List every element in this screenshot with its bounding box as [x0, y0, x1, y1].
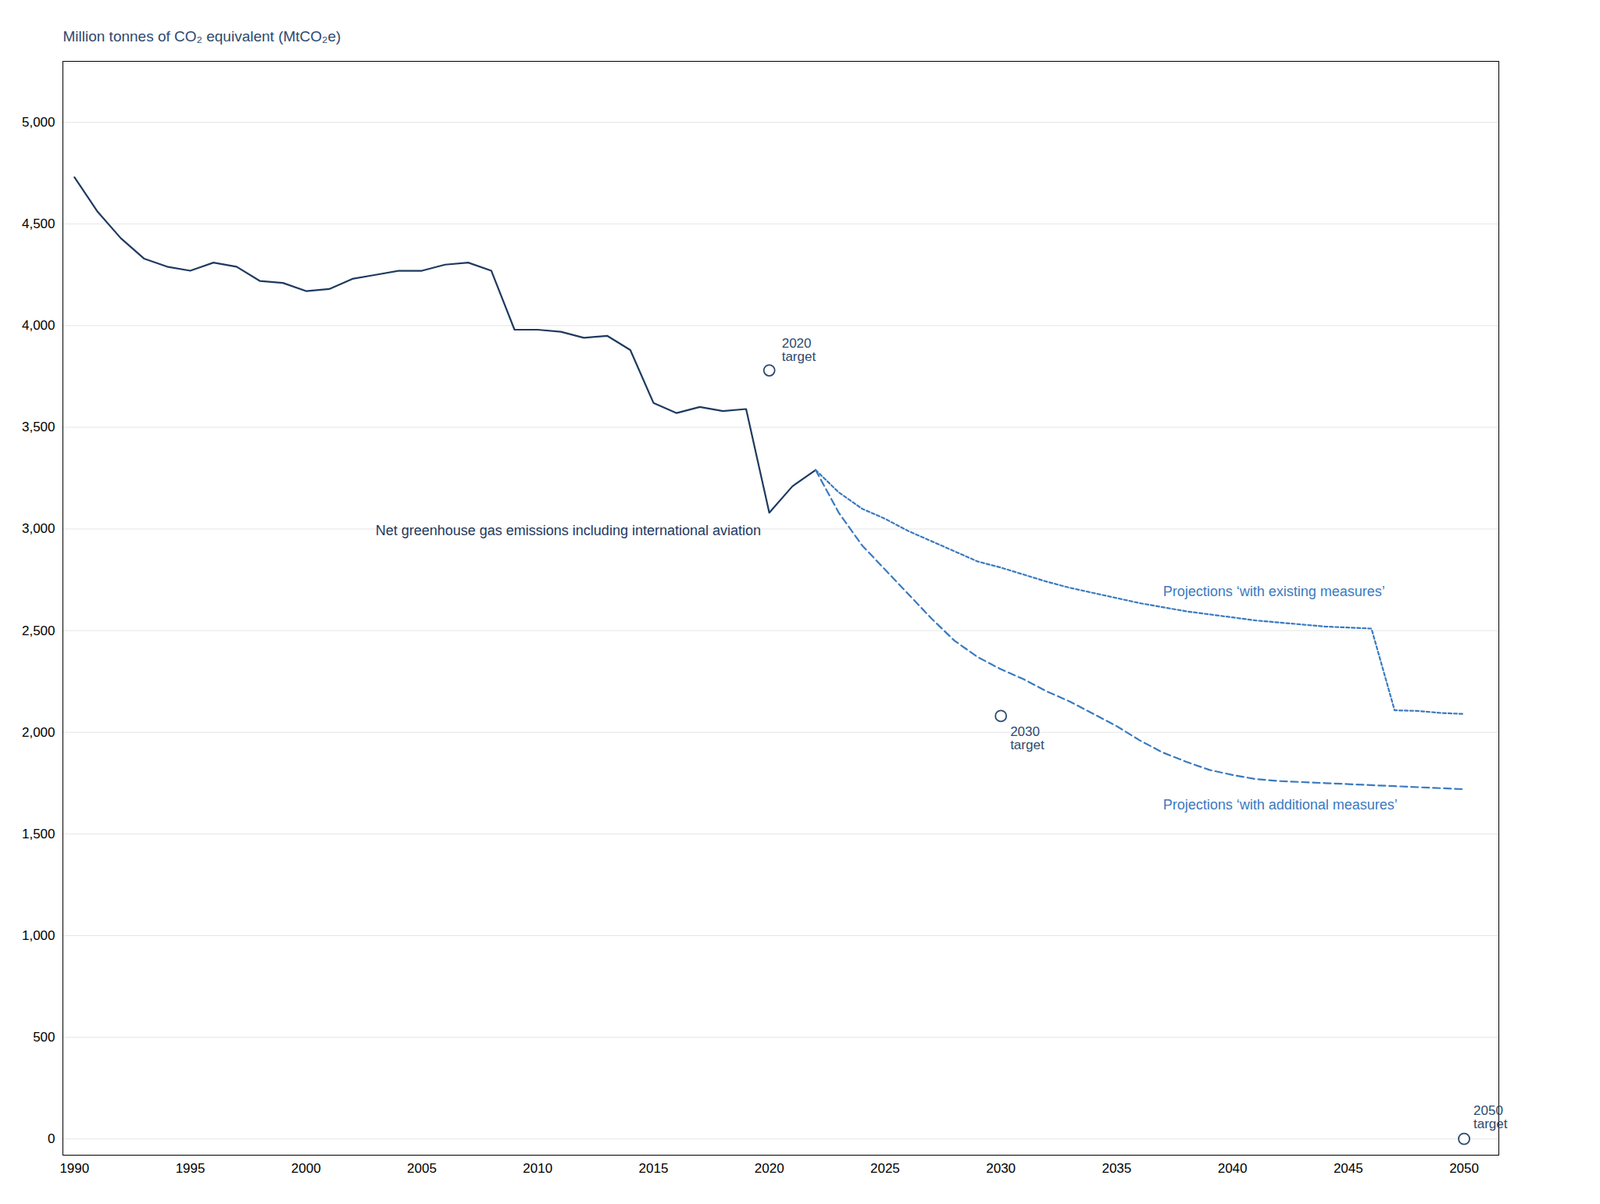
- svg-text:2005: 2005: [407, 1160, 437, 1176]
- svg-text:2020target: 2020target: [782, 335, 817, 365]
- svg-text:Million tonnes of CO₂ equivale: Million tonnes of CO₂ equivalent (MtCO₂e…: [63, 28, 342, 45]
- svg-text:2,000: 2,000: [21, 725, 56, 740]
- svg-text:3,000: 3,000: [21, 521, 56, 536]
- svg-text:1990: 1990: [59, 1160, 90, 1176]
- svg-text:2040: 2040: [1217, 1160, 1248, 1176]
- svg-text:2025: 2025: [870, 1160, 900, 1176]
- svg-text:2015: 2015: [639, 1160, 669, 1176]
- svg-text:1,000: 1,000: [21, 928, 56, 943]
- svg-text:2050: 2050: [1449, 1160, 1479, 1176]
- svg-text:2030target: 2030target: [1010, 724, 1045, 753]
- svg-text:Projections ‘with existing mea: Projections ‘with existing measures’: [1163, 583, 1386, 600]
- svg-text:2000: 2000: [291, 1160, 322, 1176]
- svg-text:Net greenhouse gas emissions i: Net greenhouse gas emissions including i…: [375, 522, 761, 539]
- svg-text:4,000: 4,000: [21, 317, 56, 333]
- svg-text:2,500: 2,500: [21, 623, 56, 639]
- svg-text:2020: 2020: [754, 1160, 785, 1176]
- svg-text:500: 500: [32, 1029, 55, 1045]
- svg-text:3,500: 3,500: [21, 419, 56, 435]
- svg-text:2045: 2045: [1333, 1160, 1364, 1176]
- svg-text:5,000: 5,000: [21, 114, 56, 130]
- svg-text:0: 0: [47, 1131, 55, 1147]
- svg-text:1,500: 1,500: [21, 826, 56, 842]
- svg-text:1995: 1995: [175, 1160, 206, 1176]
- svg-text:2030: 2030: [985, 1160, 1016, 1176]
- svg-text:2010: 2010: [522, 1160, 553, 1176]
- svg-text:4,500: 4,500: [21, 216, 56, 232]
- svg-text:Projections ‘with additional m: Projections ‘with additional measures’: [1163, 796, 1398, 813]
- svg-text:2035: 2035: [1101, 1160, 1132, 1176]
- svg-text:2050target: 2050target: [1473, 1103, 1508, 1132]
